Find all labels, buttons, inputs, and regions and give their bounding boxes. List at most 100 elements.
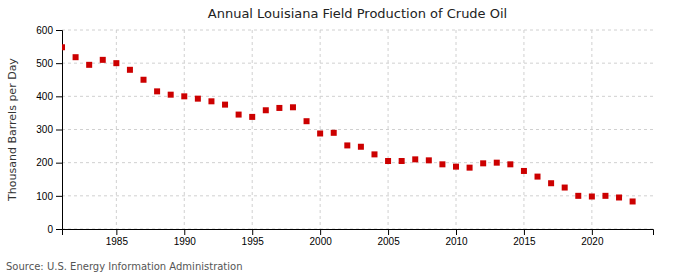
point	[208, 98, 214, 104]
point	[589, 193, 595, 199]
y-axis: 0100200300400500600	[36, 25, 62, 235]
point	[127, 67, 133, 73]
grid	[62, 30, 653, 229]
tick-label: 200	[36, 157, 53, 168]
point	[276, 105, 282, 111]
grid-line	[62, 30, 653, 31]
point	[630, 198, 636, 204]
tick: 300	[36, 124, 62, 135]
tick-mark	[388, 229, 389, 235]
tick: 2005	[377, 229, 400, 247]
tick-label: 600	[36, 25, 53, 36]
tick-mark	[252, 229, 253, 235]
tick-label: 2015	[513, 236, 536, 247]
axis-line	[56, 31, 63, 230]
tick-label: 2020	[581, 236, 604, 247]
tick-mark	[56, 196, 62, 197]
tick-mark	[56, 63, 62, 64]
point	[141, 77, 147, 83]
tick-label: 2000	[310, 236, 333, 247]
point	[249, 114, 255, 120]
grid-line	[62, 162, 653, 163]
plot: 1985 1990 1995 2000 2005 2010 2015 2020 0 100 200 3…	[36, 25, 653, 247]
point	[222, 102, 228, 108]
y-label: Thousand Barrels per Day	[6, 58, 19, 202]
tick: 2020	[581, 229, 604, 247]
tick: 100	[36, 191, 62, 202]
point	[331, 130, 337, 136]
tick-label: 1995	[242, 236, 265, 247]
tick-label: 500	[36, 58, 53, 69]
point	[467, 165, 473, 171]
title: Annual Louisiana Field Production of Cru…	[208, 6, 507, 21]
tick-label: 300	[36, 124, 53, 135]
tick-label: 2005	[377, 236, 400, 247]
point	[236, 112, 242, 118]
tick: 500	[36, 58, 62, 69]
point	[385, 158, 391, 164]
point	[371, 151, 377, 157]
tick-label: 1985	[106, 236, 129, 247]
tick-mark	[320, 229, 321, 235]
point	[344, 142, 350, 148]
source: Source: U.S. Energy Information Administ…	[6, 261, 243, 272]
point	[317, 130, 323, 136]
tick-mark	[524, 229, 525, 235]
point	[412, 156, 418, 162]
tick: 1985	[106, 229, 129, 247]
point	[602, 193, 608, 199]
tick-mark	[56, 163, 62, 164]
point	[453, 164, 459, 170]
points	[62, 44, 636, 204]
point	[399, 158, 405, 164]
tick-mark	[116, 229, 117, 235]
tick: 2015	[513, 229, 536, 247]
point	[535, 174, 541, 180]
point	[439, 161, 445, 167]
point	[113, 60, 119, 66]
point	[263, 107, 269, 113]
point	[100, 57, 106, 63]
tick: 200	[36, 157, 62, 168]
tick-mark	[56, 229, 62, 230]
tick-mark	[56, 96, 62, 97]
tick-label: 2010	[445, 236, 468, 247]
tick-label: 100	[36, 191, 53, 202]
tick-label: 0	[47, 224, 53, 235]
tick: 2000	[310, 229, 333, 247]
x-axis: 1985 1990 1995 2000 2005 2010 2015 2020	[63, 229, 654, 247]
grid-line	[62, 96, 653, 97]
point	[426, 157, 432, 163]
grid-line	[62, 195, 653, 196]
point	[494, 160, 500, 166]
point	[304, 118, 310, 124]
point	[290, 104, 296, 110]
tick-mark	[592, 229, 593, 235]
tick-mark	[184, 229, 185, 235]
point	[548, 180, 554, 186]
point	[358, 144, 364, 150]
point	[575, 193, 581, 199]
point	[616, 194, 622, 200]
grid-line	[252, 30, 253, 229]
point	[86, 62, 92, 68]
chart: 1985 1990 1995 2000 2005 2010 2015 2020 0 100 200 3…	[0, 0, 675, 275]
tick-mark	[456, 229, 457, 235]
point	[154, 88, 160, 94]
grid-line	[456, 30, 457, 229]
tick: 1990	[174, 229, 197, 247]
point	[480, 160, 486, 166]
point	[507, 161, 513, 167]
point	[195, 96, 201, 102]
point	[521, 168, 527, 174]
tick: 1995	[242, 229, 265, 247]
point	[168, 92, 174, 98]
tick: 2010	[445, 229, 468, 247]
tick: 600	[36, 25, 62, 36]
point	[181, 93, 187, 99]
grid-line	[62, 63, 653, 64]
tick-mark	[56, 30, 62, 31]
tick-label: 1990	[174, 236, 197, 247]
point	[562, 185, 568, 191]
axis-line	[63, 230, 654, 236]
